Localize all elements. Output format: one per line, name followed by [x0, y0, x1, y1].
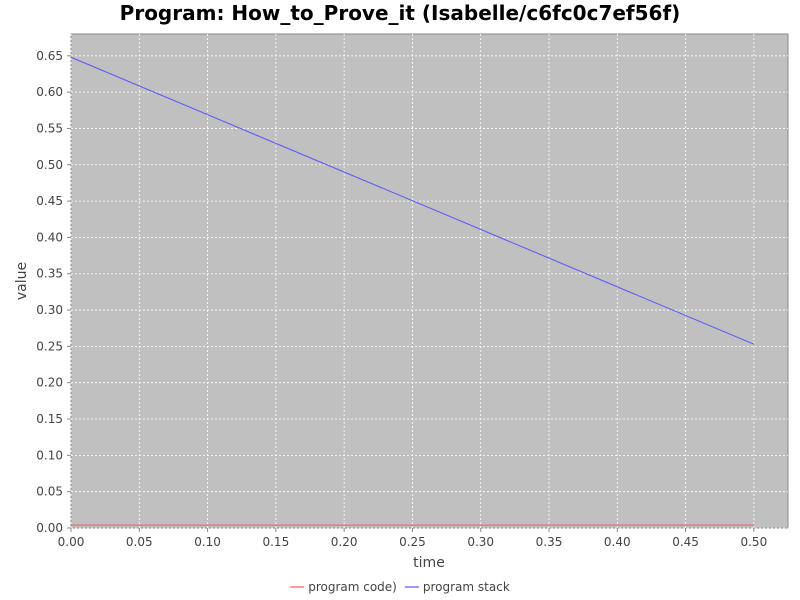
x-tick-label: 0.35 — [536, 535, 563, 549]
x-tick-label: 0.40 — [604, 535, 631, 549]
series-lines — [70, 56, 755, 526]
x-tick-label: 0.30 — [467, 535, 494, 549]
x-tick-label: 0.05 — [126, 535, 153, 549]
x-tick-label: 0.45 — [672, 535, 699, 549]
y-tick-label: 0.35 — [36, 267, 63, 281]
y-tick-label: 0.15 — [36, 412, 63, 426]
y-tick-label: 0.45 — [36, 194, 63, 208]
x-tick-label: 0.25 — [399, 535, 426, 549]
y-axis: 0.00 0.05 0.10 0.15 0.20 0.25 0.30 0.35 0.40 0.45… — [36, 49, 71, 535]
y-tick-label: 0.25 — [36, 339, 63, 353]
legend-label: program code) — [308, 580, 397, 594]
x-tick-label: 0.20 — [331, 535, 358, 549]
grid-lines — [70, 34, 788, 529]
y-tick-label: 0.05 — [36, 485, 63, 499]
y-tick-label: 0.65 — [36, 49, 63, 63]
x-tick-label: 0.15 — [262, 535, 289, 549]
x-tick-label: 0.00 — [58, 535, 85, 549]
legend: program code) program stack — [290, 580, 510, 594]
y-tick-label: 0.20 — [36, 376, 63, 390]
y-tick-label: 0.40 — [36, 230, 63, 244]
x-axis: 0.00 0.05 0.10 0.15 0.20 0.25 0.30 0.35 0.40 0.45… — [58, 528, 767, 549]
plot-area — [70, 33, 789, 529]
y-tick-label: 0.60 — [36, 85, 63, 99]
x-axis-label: time — [413, 555, 445, 571]
x-tick-label: 0.10 — [194, 535, 221, 549]
y-tick-label: 0.55 — [36, 121, 63, 135]
chart-title: Program: How_to_Prove_it (Isabelle/c6fc0… — [120, 1, 681, 25]
series-line-program-stack — [70, 56, 755, 345]
y-tick-label: 0.50 — [36, 158, 63, 172]
y-tick-label: 0.00 — [36, 521, 63, 535]
y-tick-label: 0.10 — [36, 448, 63, 462]
y-axis-label: value — [14, 262, 30, 300]
x-tick-label: 0.50 — [740, 535, 767, 549]
y-tick-label: 0.30 — [36, 303, 63, 317]
legend-label: program stack — [423, 580, 510, 594]
